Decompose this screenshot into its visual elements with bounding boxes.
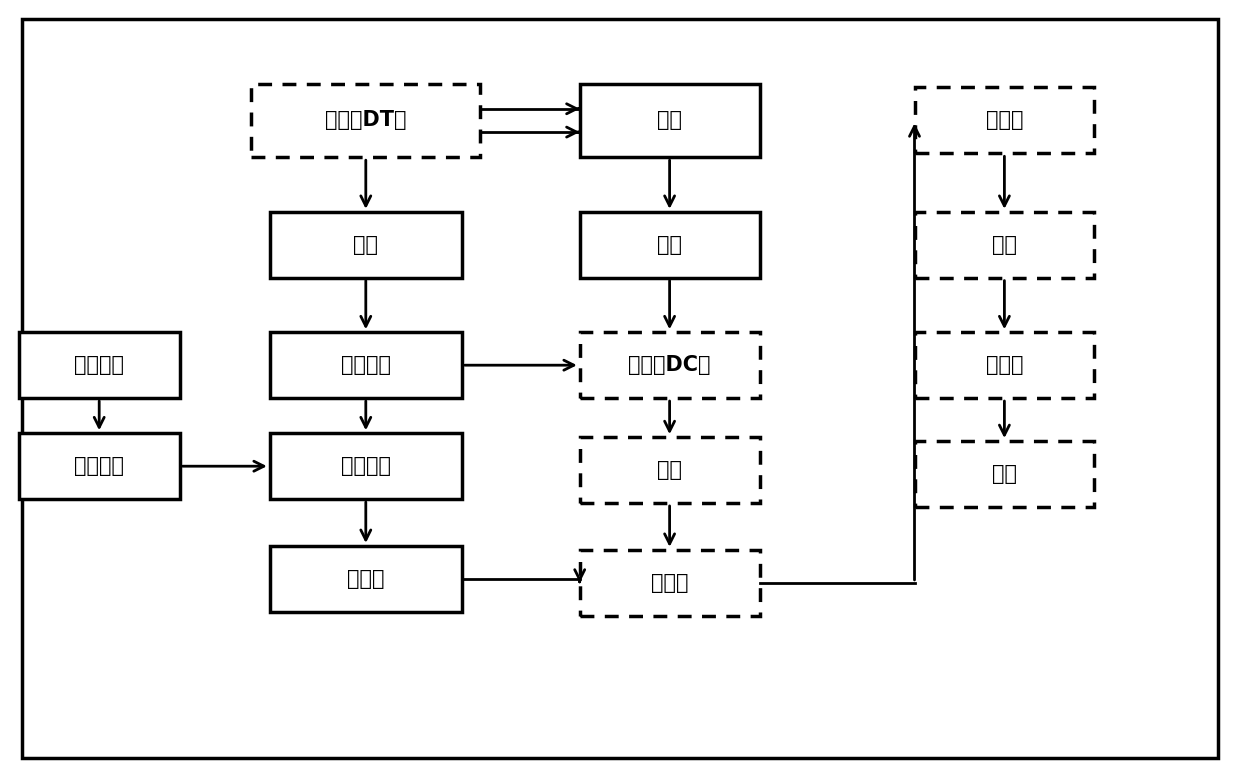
Text: 烘干（DC）: 烘干（DC） <box>629 355 711 375</box>
Bar <box>19 333 180 398</box>
Text: 打包: 打包 <box>992 464 1017 484</box>
Text: 输送: 输送 <box>657 235 682 255</box>
Bar <box>580 550 759 615</box>
Bar <box>915 333 1094 398</box>
Bar <box>915 211 1094 277</box>
Bar <box>915 441 1094 507</box>
Bar <box>270 546 461 612</box>
Text: 粉碎仓: 粉碎仓 <box>651 573 688 593</box>
Text: 菌种培养: 菌种培养 <box>74 355 124 375</box>
Bar <box>270 433 461 499</box>
Text: 发酵塔: 发酵塔 <box>347 569 384 589</box>
Text: 打包仓: 打包仓 <box>986 355 1023 375</box>
Bar <box>19 433 180 499</box>
Bar <box>580 333 759 398</box>
Bar <box>580 437 759 503</box>
Text: 菌液稀释: 菌液稀释 <box>74 456 124 476</box>
Bar <box>270 211 461 277</box>
Text: 混合: 混合 <box>657 110 682 131</box>
Bar <box>250 84 480 157</box>
Bar <box>915 88 1094 154</box>
Text: 冷却: 冷却 <box>657 460 682 480</box>
Text: 连续混合: 连续混合 <box>341 456 391 476</box>
Text: 降温冷却: 降温冷却 <box>341 355 391 375</box>
Text: 输送: 输送 <box>992 235 1017 255</box>
Bar <box>580 211 759 277</box>
Text: 粉碎机: 粉碎机 <box>986 110 1023 131</box>
Text: 风送: 风送 <box>353 235 378 255</box>
Bar <box>580 84 759 157</box>
Bar <box>270 333 461 398</box>
Text: 豆粕（DT）: 豆粕（DT） <box>325 110 407 131</box>
